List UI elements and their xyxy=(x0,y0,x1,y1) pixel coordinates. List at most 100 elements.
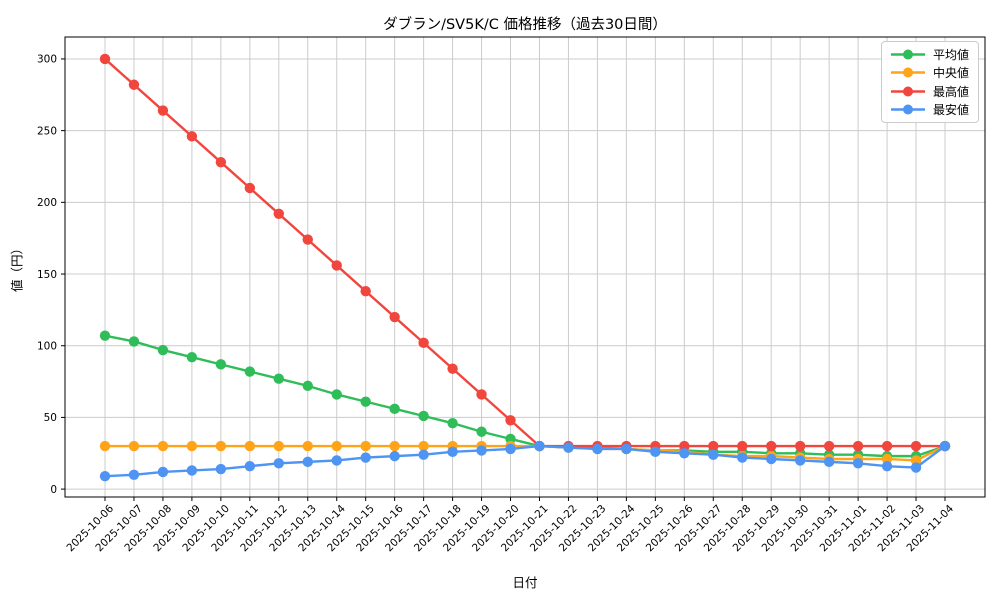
legend-label-median: 中央値 xyxy=(933,66,970,81)
y-tick-labels: 0 50 100 150 200 250 300 xyxy=(37,54,57,496)
series-marker-median xyxy=(389,440,400,452)
series-marker-highest xyxy=(881,440,893,452)
legend-item-highest: 最高値 xyxy=(882,82,978,100)
legend-item-lowest: 最安値 xyxy=(882,101,978,119)
series-marker-average xyxy=(389,403,400,415)
series-marker-highest xyxy=(766,440,777,452)
series-marker-lowest xyxy=(823,456,835,468)
series-marker-highest xyxy=(302,234,313,245)
series-marker-lowest xyxy=(939,440,951,452)
series-marker-average xyxy=(244,366,256,377)
series-marker-median xyxy=(331,440,342,452)
series-marker-highest xyxy=(447,363,458,374)
series-marker-lowest xyxy=(186,465,198,476)
series-marker-lowest xyxy=(910,462,922,473)
series-marker-lowest xyxy=(737,452,748,463)
series-marker-lowest xyxy=(99,471,111,482)
series-marker-highest xyxy=(794,440,806,452)
series-marker-median xyxy=(128,440,140,452)
series-marker-highest xyxy=(215,156,227,168)
series-marker-lowest xyxy=(534,440,545,452)
series-marker-median xyxy=(99,440,111,452)
series-highest xyxy=(99,53,951,452)
series-marker-average xyxy=(99,330,111,341)
series-marker-average xyxy=(360,396,371,407)
series-marker-lowest xyxy=(592,443,603,455)
series-lowest xyxy=(99,440,951,482)
series-marker-lowest xyxy=(852,458,864,469)
series-marker-lowest xyxy=(244,460,256,472)
series-marker-lowest xyxy=(708,449,719,460)
series-marker-average xyxy=(418,410,429,422)
series-marker-lowest xyxy=(766,453,777,465)
y-tick-label: 50 xyxy=(44,412,57,424)
series-marker-lowest xyxy=(505,443,516,455)
series-marker-median xyxy=(273,440,284,452)
series-marker-lowest xyxy=(650,446,661,458)
series-marker-lowest xyxy=(679,448,690,459)
series-marker-lowest xyxy=(360,452,371,463)
series-marker-highest xyxy=(679,440,690,452)
series-marker-average xyxy=(447,417,458,429)
plot-area-border xyxy=(64,36,986,498)
y-tick-label: 150 xyxy=(37,269,57,281)
series-marker-median xyxy=(881,453,893,465)
series-marker-median xyxy=(360,440,371,452)
series-marker-median xyxy=(215,440,227,452)
series-marker-median xyxy=(302,440,313,452)
series-marker-median xyxy=(157,440,169,452)
series-marker-median xyxy=(418,440,429,452)
series-marker-highest xyxy=(418,337,429,349)
legend-label-average: 平均値 xyxy=(933,47,970,62)
series-average xyxy=(99,330,951,462)
series-line-lowest xyxy=(103,444,947,478)
series-marker-lowest xyxy=(418,449,429,460)
y-axis-label: 値（円） xyxy=(9,241,25,293)
series-marker-lowest xyxy=(215,463,227,475)
series-marker-average xyxy=(476,426,487,437)
series-marker-highest xyxy=(737,440,748,452)
legend-label-lowest: 最安値 xyxy=(933,103,970,118)
series-marker-median xyxy=(244,440,256,452)
gridlines xyxy=(65,37,985,497)
series-marker-highest xyxy=(852,440,864,452)
y-tick-label: 100 xyxy=(37,341,57,353)
axis-ticks xyxy=(61,58,946,501)
series-marker-lowest xyxy=(794,455,806,466)
series-marker-lowest xyxy=(621,443,632,455)
series-marker-median xyxy=(910,455,922,466)
series-marker-average xyxy=(186,351,198,363)
series-line-highest xyxy=(103,57,947,448)
legend-marker-average xyxy=(891,49,925,60)
y-tick-label: 300 xyxy=(37,54,57,66)
series-marker-lowest xyxy=(563,442,574,453)
legend-label-highest: 最高値 xyxy=(933,84,970,99)
series-marker-lowest xyxy=(273,458,284,469)
series-marker-highest xyxy=(128,79,140,90)
chart-title: ダブラン/SV5K/C 価格推移（過去30日間） xyxy=(383,17,667,33)
series-marker-lowest xyxy=(476,445,487,456)
legend-marker-lowest xyxy=(891,104,925,115)
series-marker-average xyxy=(302,380,313,392)
legend: 平均値中央値最高値最安値 xyxy=(881,41,979,123)
series-line-average xyxy=(103,334,947,458)
series-marker-lowest xyxy=(331,455,342,466)
series-marker-median xyxy=(186,440,198,452)
series-marker-lowest xyxy=(881,460,893,472)
series-marker-average xyxy=(273,373,284,384)
series-marker-average xyxy=(128,336,140,347)
legend-marker-median xyxy=(891,67,925,78)
series-marker-highest xyxy=(157,105,169,116)
series-marker-lowest xyxy=(128,469,140,480)
x-tick-labels: 2025-10-062025-10-072025-10-082025-10-09… xyxy=(64,502,956,554)
y-tick-label: 200 xyxy=(37,197,57,209)
series-marker-highest xyxy=(389,311,400,323)
series-marker-average xyxy=(331,389,342,400)
series-marker-highest xyxy=(360,286,371,297)
series-marker-highest xyxy=(273,208,284,220)
series-marker-highest xyxy=(476,389,487,400)
series-marker-highest xyxy=(505,415,516,426)
series-marker-lowest xyxy=(389,450,400,462)
series-marker-average xyxy=(215,359,227,370)
